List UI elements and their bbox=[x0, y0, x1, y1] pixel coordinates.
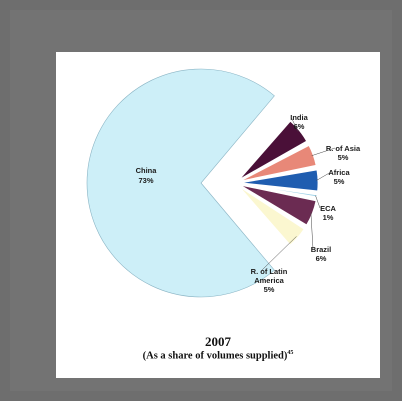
leader-line-india bbox=[290, 116, 299, 132]
footnote-marker: 45 bbox=[287, 350, 294, 356]
slice-value-china: 73% bbox=[138, 176, 153, 185]
chart-panel: China 73% India 6% R. of Asia 5% Africa 5% ECA 1%… bbox=[56, 52, 380, 378]
slice-value-r-of-latin-america: 5% bbox=[264, 285, 275, 294]
chart-subtitle: (As a share of volumes supplied)45 bbox=[56, 350, 380, 362]
pie-slice-r-of-latin-america bbox=[239, 186, 305, 246]
pie-slice-brazil bbox=[240, 184, 317, 226]
chart-year-title: 2007 bbox=[205, 334, 231, 349]
leader-line-eca bbox=[315, 195, 321, 209]
slice-label-r-of-latin-america: R. of Latin bbox=[251, 267, 288, 276]
slice-label-africa: Africa bbox=[328, 168, 350, 177]
pie-slice-china bbox=[86, 68, 275, 298]
slice-label-r-of-latin-america-line2: America bbox=[254, 276, 284, 285]
slice-label-r-of-asia: R. of Asia bbox=[326, 144, 361, 153]
leader-line-r-of-latin-america bbox=[260, 236, 297, 272]
slice-label-eca: ECA bbox=[320, 204, 336, 213]
pie-slice-eca bbox=[240, 183, 318, 198]
slice-value-brazil: 6% bbox=[316, 254, 327, 263]
pie-slice-india bbox=[239, 120, 308, 180]
slice-label-brazil: Brazil bbox=[311, 245, 331, 254]
leader-line-brazil bbox=[310, 212, 314, 250]
slice-label-china: China bbox=[136, 166, 158, 175]
slice-value-africa: 5% bbox=[334, 177, 345, 186]
slice-label-india: India bbox=[290, 113, 308, 122]
chart-subtitle-text: (As a share of volumes supplied) bbox=[142, 350, 288, 362]
slice-value-india: 6% bbox=[294, 122, 305, 131]
slice-value-r-of-asia: 5% bbox=[338, 153, 349, 162]
leader-line-africa bbox=[316, 171, 332, 181]
leader-line-r-of-asia bbox=[311, 147, 336, 156]
pie-slice-africa bbox=[240, 169, 319, 192]
image-frame: China 73% India 6% R. of Asia 5% Africa 5% ECA 1%… bbox=[10, 10, 392, 391]
slice-value-eca: 1% bbox=[323, 213, 334, 222]
